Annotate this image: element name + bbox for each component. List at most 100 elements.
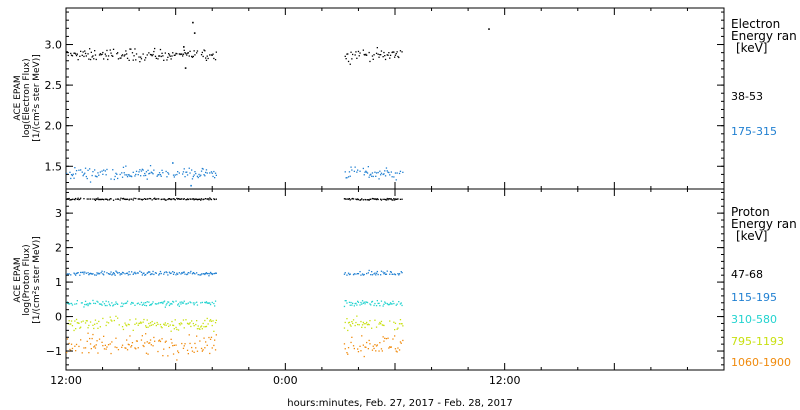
data-point <box>85 175 87 178</box>
data-point <box>182 171 185 173</box>
data-point <box>177 351 180 354</box>
data-point <box>370 304 372 306</box>
data-point <box>128 344 130 346</box>
y-tick-label: 1.5 <box>45 160 63 173</box>
data-point <box>115 301 117 303</box>
data-point <box>126 272 129 274</box>
data-point <box>371 327 373 329</box>
data-point <box>372 345 374 347</box>
data-point <box>89 198 92 200</box>
data-point <box>201 167 203 170</box>
data-point <box>202 349 204 351</box>
data-point <box>146 272 148 274</box>
data-point <box>376 344 378 346</box>
data-point <box>110 319 112 321</box>
data-point <box>385 338 388 340</box>
data-point <box>209 271 212 274</box>
data-point <box>89 58 92 61</box>
data-point <box>361 324 364 326</box>
data-point <box>88 352 90 354</box>
data-point <box>382 324 384 326</box>
data-point <box>152 345 154 347</box>
data-point <box>92 333 94 336</box>
data-point <box>157 323 159 325</box>
data-point <box>346 302 348 304</box>
data-point <box>173 198 175 200</box>
data-point <box>70 52 72 55</box>
data-point <box>124 54 126 56</box>
data-point <box>179 53 181 56</box>
data-point <box>80 302 83 304</box>
data-point <box>212 273 214 275</box>
data-point <box>395 53 397 55</box>
data-point <box>183 198 185 200</box>
data-point <box>81 54 83 56</box>
data-point <box>140 321 142 323</box>
data-point <box>366 172 369 174</box>
data-point <box>205 272 208 274</box>
data-point <box>386 54 388 56</box>
y-tick-label: 3 <box>55 207 62 220</box>
data-point <box>192 175 194 178</box>
data-point <box>93 346 95 348</box>
data-point <box>152 53 154 56</box>
data-point <box>147 353 149 355</box>
data-point <box>196 199 199 201</box>
data-point <box>129 335 131 337</box>
data-point <box>347 176 350 178</box>
data-point <box>210 198 213 201</box>
data-point <box>366 54 368 56</box>
data-point <box>170 330 172 332</box>
data-point <box>390 346 392 348</box>
data-point <box>148 173 150 175</box>
data-point <box>75 173 77 175</box>
data-point <box>70 349 72 352</box>
data-point <box>149 197 151 200</box>
data-point <box>84 52 87 55</box>
data-point <box>209 54 211 56</box>
data-point <box>94 198 96 200</box>
data-point <box>149 342 151 344</box>
data-point <box>209 273 211 275</box>
data-point <box>192 302 194 304</box>
data-point <box>94 323 96 325</box>
data-point <box>163 301 165 303</box>
data-point <box>169 303 171 305</box>
data-point <box>213 170 215 173</box>
data-point <box>384 170 386 172</box>
data-point <box>171 320 173 323</box>
data-point <box>130 48 132 50</box>
data-point <box>107 55 110 57</box>
data-point <box>163 348 165 350</box>
data-point <box>158 274 160 276</box>
data-point <box>399 303 402 305</box>
data-point <box>375 52 378 54</box>
data-point <box>163 198 166 200</box>
data-point <box>357 273 360 275</box>
data-point <box>197 198 199 201</box>
data-point <box>67 273 69 275</box>
data-point <box>373 347 375 350</box>
data-point <box>177 350 179 352</box>
data-point <box>117 303 119 305</box>
data-point <box>195 323 197 326</box>
data-point <box>371 175 373 177</box>
data-point <box>88 274 90 276</box>
data-point <box>351 321 353 323</box>
data-point <box>395 198 397 200</box>
data-point <box>371 271 373 273</box>
data-point <box>117 58 120 60</box>
data-point <box>97 273 99 275</box>
data-point <box>137 272 139 274</box>
data-point <box>138 171 140 173</box>
data-point <box>193 325 195 327</box>
data-point <box>112 169 114 171</box>
data-point <box>171 303 173 305</box>
data-point <box>107 199 109 201</box>
data-point <box>149 325 151 327</box>
data-point <box>160 55 162 58</box>
data-point <box>87 327 89 329</box>
data-point <box>344 272 346 274</box>
data-point <box>102 273 104 275</box>
data-point <box>141 199 143 201</box>
